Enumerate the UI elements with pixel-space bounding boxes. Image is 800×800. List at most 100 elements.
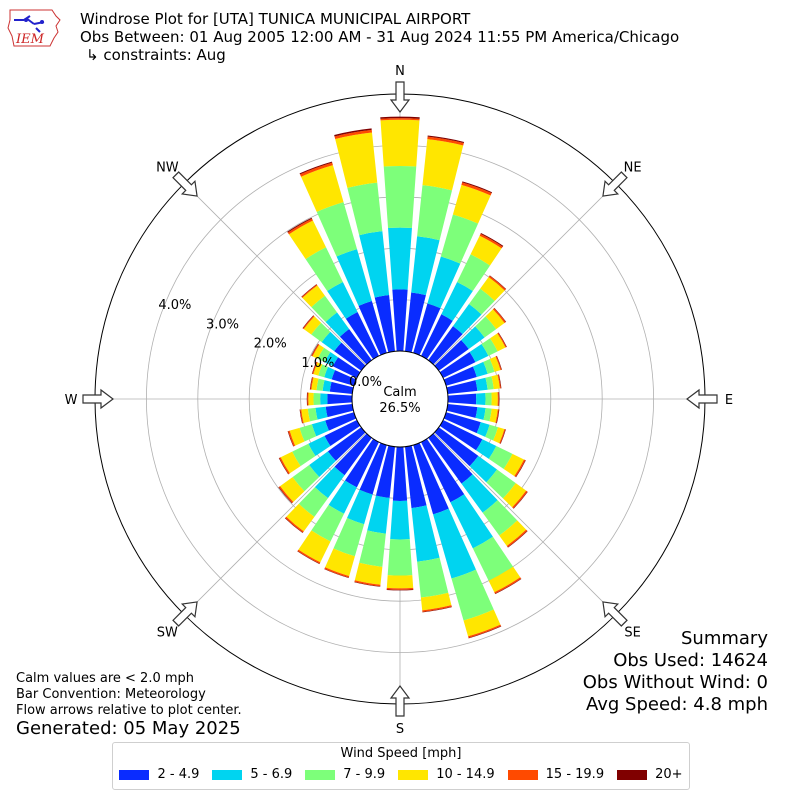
iem-logo-icon: IEM bbox=[4, 6, 64, 50]
windrose-bar-segment bbox=[491, 392, 498, 406]
windrose-bar-segment bbox=[427, 256, 461, 309]
windrose-bar-segment bbox=[417, 185, 453, 241]
windrose-bar-segment bbox=[411, 236, 440, 296]
legend-label: 5 - 6.9 bbox=[250, 767, 293, 782]
windrose-bar-segment bbox=[298, 487, 328, 517]
windrose-bar-segment bbox=[287, 431, 294, 447]
windrose-bar-segment bbox=[311, 343, 319, 356]
windrose-bar-segment bbox=[327, 281, 358, 319]
windrose-bar-segment bbox=[469, 455, 498, 483]
windrose-bar-segment bbox=[324, 366, 336, 380]
windrose-bar-segment bbox=[498, 332, 507, 348]
windrose-bar-segment bbox=[306, 392, 308, 406]
windrose-bar-segment bbox=[292, 443, 316, 467]
windrose-bars bbox=[278, 116, 528, 639]
windrose-bar-segment bbox=[470, 235, 502, 266]
windrose-bar-segment bbox=[485, 392, 492, 406]
windrose-bar-segment bbox=[386, 587, 414, 590]
windrose-bar-segment bbox=[331, 370, 357, 386]
windrose-bar-segment bbox=[327, 427, 366, 461]
windrose-bar-segment bbox=[334, 342, 366, 371]
windrose-bar-segment bbox=[482, 500, 518, 536]
windrose-bar-segment bbox=[446, 404, 478, 418]
radial-tick-label: 2.0% bbox=[254, 337, 287, 352]
windrose-bar-segment bbox=[439, 352, 476, 378]
windrose-bar-segment bbox=[489, 408, 498, 423]
windrose-bar-segment bbox=[472, 536, 514, 581]
windrose-bar-segment bbox=[300, 409, 304, 424]
windrose-bar-segment bbox=[311, 504, 345, 542]
windrose-bar-segment bbox=[392, 289, 408, 352]
windrose-bar-segment bbox=[417, 557, 449, 598]
windrose-bar-segment bbox=[494, 307, 507, 323]
windrose-bar-segment bbox=[313, 392, 321, 406]
windrose-bar-segment bbox=[301, 165, 344, 212]
legend-label: 15 - 19.9 bbox=[545, 767, 605, 782]
windrose-bar-segment bbox=[325, 412, 357, 431]
windrose-bar-segment bbox=[297, 550, 320, 565]
windrose-bar-segment bbox=[332, 357, 361, 378]
windrose-bar-segment bbox=[280, 451, 301, 474]
windrose-bar-segment bbox=[317, 347, 331, 363]
windrose-bar-segment bbox=[428, 326, 463, 365]
windrose-bar-segment bbox=[434, 427, 479, 467]
windrose-bar-segment bbox=[481, 338, 498, 356]
windrose-bar-segment bbox=[498, 374, 502, 389]
windrose-bar-segment bbox=[422, 605, 452, 612]
windrose-bar-segment bbox=[316, 202, 358, 257]
legend-item: 2 - 4.9 bbox=[119, 767, 199, 782]
flow-arrows-note: Flow arrows relative to plot center. bbox=[16, 703, 242, 718]
windrose-bar-segment bbox=[476, 422, 490, 437]
windrose-bar-segment bbox=[288, 220, 327, 260]
windrose-bar-segment bbox=[278, 486, 294, 504]
windrose-bar-segment bbox=[325, 548, 355, 577]
windrose-bar-segment bbox=[324, 352, 339, 367]
windrose-bar-segment bbox=[413, 303, 441, 356]
windrose-bar-segment bbox=[497, 374, 501, 389]
windrose-bar-segment bbox=[380, 116, 420, 119]
direction-label: S bbox=[396, 722, 404, 737]
flow-arrow-icon bbox=[389, 81, 411, 113]
windrose-bar-segment bbox=[422, 606, 452, 613]
windrose-bar-segment bbox=[308, 392, 314, 406]
windrose-bar-segment bbox=[314, 466, 345, 499]
windrose-bar-segment bbox=[497, 332, 507, 348]
windrose-bar-segment bbox=[292, 464, 320, 492]
windrose-bar-segment bbox=[499, 428, 506, 444]
grid-spoke bbox=[433, 432, 616, 615]
windrose-bar-segment bbox=[463, 609, 501, 637]
windrose-bar-segment bbox=[433, 508, 476, 579]
windrose-bar-segment bbox=[320, 393, 328, 405]
windrose-bar-segment bbox=[301, 284, 317, 298]
windrose-bar-segment bbox=[354, 562, 383, 585]
flow-arrow-icon bbox=[602, 601, 628, 627]
legend-swatch bbox=[617, 769, 648, 780]
windrose-bar-segment bbox=[308, 435, 331, 457]
windrose-bar-segment bbox=[380, 118, 420, 121]
radial-tick-label: 4.0% bbox=[158, 298, 191, 313]
windrose-bar-segment bbox=[322, 380, 332, 392]
windrose-bar-segment bbox=[329, 381, 354, 394]
windrose-bar-segment bbox=[339, 328, 372, 365]
windrose-bar-segment bbox=[347, 489, 373, 525]
flow-arrow-icon bbox=[602, 171, 628, 197]
windrose-bar-segment bbox=[479, 233, 503, 249]
windrose-bar-segment bbox=[491, 374, 500, 390]
windrose-bar-segment bbox=[452, 304, 482, 335]
windrose-bar-segment bbox=[483, 407, 492, 422]
windrose-bar-segment bbox=[489, 356, 501, 372]
windrose-bar-segment bbox=[498, 392, 500, 406]
calm-label: Calm bbox=[383, 385, 416, 400]
windrose-bar-segment bbox=[421, 314, 453, 360]
windrose-bar-segment bbox=[318, 364, 328, 378]
windrose-bar-segment bbox=[299, 424, 317, 442]
windrose-bar-segment bbox=[312, 361, 318, 375]
windrose-bar-segment bbox=[486, 469, 516, 499]
calm-note: Calm values are < 2.0 mph bbox=[16, 671, 195, 686]
windrose-bar-segment bbox=[311, 295, 338, 322]
windrose-bar-segment bbox=[488, 275, 506, 291]
legend-swatch bbox=[119, 769, 150, 780]
windrose-bar-segment bbox=[386, 575, 414, 589]
